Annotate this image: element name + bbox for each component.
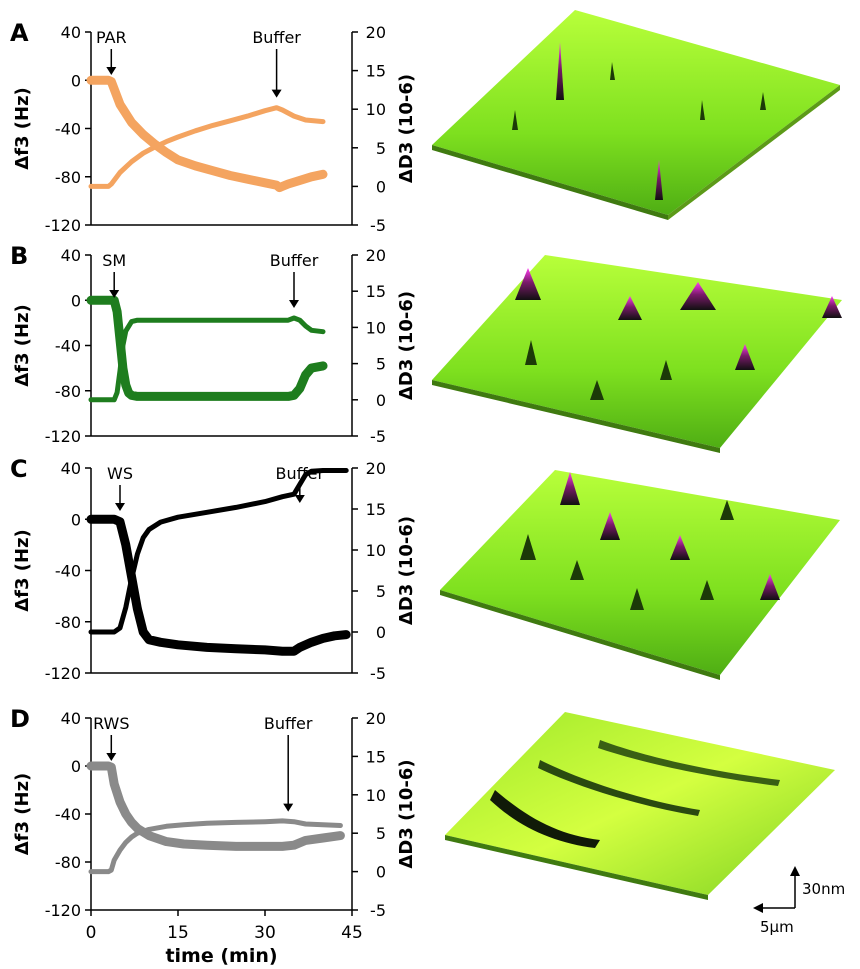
y-left-tick-label: -120 xyxy=(45,664,81,683)
x-tick-label: 0 xyxy=(86,923,97,943)
y-left-axis-label: Δf3 (Hz) xyxy=(12,529,33,612)
y-right-tick-label: 20 xyxy=(366,459,386,478)
y-left-tick-label: 0 xyxy=(71,510,81,529)
y-left-tick-label: 40 xyxy=(61,709,81,728)
y-left-tick-label: 40 xyxy=(61,23,81,42)
y-right-tick-label: 0 xyxy=(376,177,386,196)
scale-bar-vertical-label: 30nm xyxy=(802,880,845,898)
y-right-tick-label: 10 xyxy=(366,786,386,805)
y-right-tick-label: 10 xyxy=(366,100,386,119)
annotation-arrowhead xyxy=(115,503,125,511)
chart-panel-b: B 40 0 -40 -80 -120 20 15 10 5 0 -5 Δf3 (Hz) ΔD3 (10-… xyxy=(10,242,417,446)
qcm-charts: A 40 0 -40 -80 -120 20 15 10 5 0 -5 Δf3 (Hz) ΔD3 (10-… xyxy=(10,19,417,967)
annotation-arrowhead xyxy=(109,290,120,298)
y-left-axis-label: Δf3 (Hz) xyxy=(12,304,33,387)
panel-label: D xyxy=(10,705,30,733)
y-left-tick-label: -120 xyxy=(45,901,81,920)
y-right-tick-label: 20 xyxy=(366,23,386,42)
y-right-tick-label: 0 xyxy=(376,863,386,882)
afm-images xyxy=(432,10,842,900)
x-tick-label: 15 xyxy=(167,923,189,943)
series-line-dissipation xyxy=(88,315,326,403)
annotation-arrowhead xyxy=(294,495,305,503)
annotation-label: RWS xyxy=(93,714,129,733)
y-left-tick-label: -120 xyxy=(45,216,81,235)
annotation-arrowhead xyxy=(271,89,282,98)
scale-bar-horizontal-label: 5μm xyxy=(760,918,794,936)
y-right-axis-label: ΔD3 (10-6) xyxy=(396,74,417,183)
y-left-tick-label: 0 xyxy=(71,757,81,776)
y-right-tick-label: 15 xyxy=(366,282,386,301)
y-right-tick-label: -5 xyxy=(370,427,386,446)
y-left-tick-label: 40 xyxy=(61,459,81,478)
y-left-tick-label: -80 xyxy=(55,168,81,187)
y-right-axis-label: ΔD3 (10-6) xyxy=(396,516,417,625)
annotation-label: Buffer xyxy=(252,28,301,47)
y-right-tick-label: 10 xyxy=(366,318,386,337)
y-right-tick-label: 20 xyxy=(366,709,386,728)
afm-image-a xyxy=(432,10,840,220)
scale-bar: 30nm 5μm xyxy=(753,866,845,936)
annotation-label: Buffer xyxy=(264,714,313,733)
y-left-tick-label: -40 xyxy=(55,805,81,824)
annotation-label: WS xyxy=(107,464,133,483)
series-line-frequency xyxy=(86,295,328,401)
annotation-arrowhead xyxy=(106,67,117,75)
chart-panel-a: A 40 0 -40 -80 -120 20 15 10 5 0 -5 Δf3 (Hz) ΔD3 (10-… xyxy=(10,19,417,235)
afm-image-d xyxy=(445,712,835,900)
chart-panel-c: C 40 0 -40 -80 -120 20 15 10 5 0 -5 Δf3 (Hz) ΔD3 (10-… xyxy=(10,455,417,683)
y-left-tick-label: -80 xyxy=(55,853,81,872)
annotation-arrowhead xyxy=(283,803,294,812)
y-left-axis-label: Δf3 (Hz) xyxy=(12,773,33,856)
y-right-tick-label: 5 xyxy=(376,824,386,843)
series-line-dissipation xyxy=(88,468,349,635)
series-line-frequency xyxy=(86,514,351,656)
y-right-tick-label: 5 xyxy=(376,582,386,601)
y-left-tick-label: 40 xyxy=(61,246,81,265)
series-line-frequency xyxy=(86,761,345,851)
y-left-axis-label: Δf3 (Hz) xyxy=(12,87,33,170)
y-left-tick-label: -120 xyxy=(45,427,81,446)
y-left-tick-label: -40 xyxy=(55,337,81,356)
y-right-tick-label: -5 xyxy=(370,216,386,235)
x-tick-label: 45 xyxy=(341,923,363,943)
y-right-axis-label: ΔD3 (10-6) xyxy=(396,759,417,868)
y-right-tick-label: 0 xyxy=(376,391,386,410)
chart-panel-d: D 40 0 -40 -80 -120 20 15 10 5 0 -5 Δf3 (Hz) ΔD3 (10-… xyxy=(10,705,417,967)
series-line-frequency xyxy=(86,75,328,193)
y-right-tick-label: 5 xyxy=(376,139,386,158)
y-right-tick-label: 20 xyxy=(366,246,386,265)
annotation-label: PAR xyxy=(96,28,127,47)
x-axis-label: time (min) xyxy=(165,945,277,967)
y-left-tick-label: -80 xyxy=(55,382,81,401)
annotation-label: SM xyxy=(102,251,126,270)
afm-image-b xyxy=(432,255,842,453)
series-line-dissipation xyxy=(88,818,343,875)
y-left-tick-label: 0 xyxy=(71,291,81,310)
y-right-tick-label: -5 xyxy=(370,901,386,920)
y-left-tick-label: -40 xyxy=(55,120,81,139)
y-right-tick-label: -5 xyxy=(370,664,386,683)
y-left-tick-label: -40 xyxy=(55,562,81,581)
y-right-tick-label: 5 xyxy=(376,355,386,374)
afm-image-c xyxy=(440,470,840,680)
panel-label: A xyxy=(10,19,29,47)
x-tick-label: 30 xyxy=(254,923,276,943)
y-right-tick-label: 15 xyxy=(366,747,386,766)
y-left-tick-label: 0 xyxy=(71,71,81,90)
annotation-arrowhead xyxy=(106,753,117,761)
panel-label: B xyxy=(10,242,28,270)
y-left-tick-label: -80 xyxy=(55,613,81,632)
series-line-dissipation xyxy=(88,105,326,189)
y-right-tick-label: 15 xyxy=(366,62,386,81)
y-right-tick-label: 15 xyxy=(366,500,386,519)
panel-label: C xyxy=(10,455,28,483)
y-right-tick-label: 10 xyxy=(366,541,386,560)
y-right-tick-label: 0 xyxy=(376,623,386,642)
y-right-axis-label: ΔD3 (10-6) xyxy=(396,291,417,400)
annotation-label: Buffer xyxy=(270,251,319,270)
annotation-arrowhead xyxy=(289,299,299,308)
annotation-label: Buffer xyxy=(276,464,325,483)
